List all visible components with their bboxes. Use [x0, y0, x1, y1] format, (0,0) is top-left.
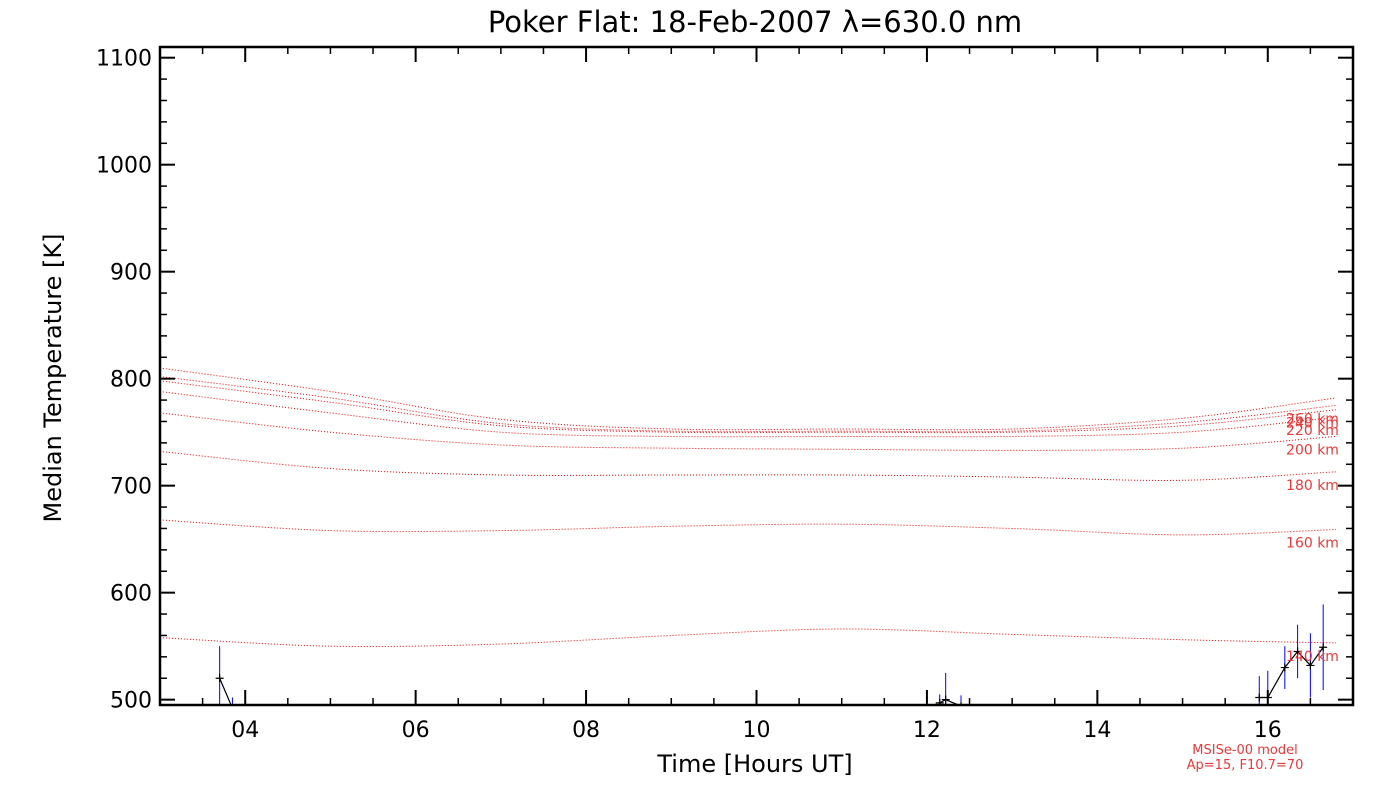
data-point-8 — [1293, 647, 1302, 656]
data-point-3 — [941, 695, 950, 704]
altitude-label-240-km: 240 km — [1286, 416, 1339, 432]
model-curve-260-km — [160, 376, 1337, 433]
data-segment-0 — [219, 678, 232, 705]
x-tick-label-5: 14 — [1083, 718, 1111, 743]
model-curves — [160, 367, 1337, 648]
data-point-0 — [215, 674, 224, 683]
model-curve-180-km — [160, 450, 1337, 481]
data-segment-3 — [945, 699, 961, 705]
altitude-label-140-km: 140 km — [1286, 649, 1339, 665]
x-axis-ticks: 04 06 08 10 12 14 16 — [201, 47, 1312, 743]
data-point-10 — [1319, 643, 1328, 652]
altitude-label-180-km: 180 km — [1286, 478, 1339, 494]
data-segment-7 — [1284, 651, 1299, 668]
data-point-2 — [935, 698, 944, 705]
x-tick-label-6: 16 — [1254, 718, 1282, 743]
model-note-line1: MSISe-00 model — [1192, 743, 1297, 758]
data-point-4 — [960, 702, 962, 705]
x-axis-label: Time [Hours UT] — [656, 750, 852, 778]
chart-title: Poker Flat: 18-Feb-2007 λ=630.0 nm — [488, 5, 1022, 39]
data-point-5 — [1255, 693, 1264, 702]
data-segment-6 — [1267, 667, 1286, 698]
model-curve-240-km — [160, 380, 1337, 434]
model-note-line2: Ap=15, F10.7=70 — [1187, 758, 1304, 773]
y-tick-label-0: 500 — [110, 689, 152, 714]
model-curve-160-km — [160, 519, 1337, 536]
x-tick-label-1: 06 — [402, 718, 430, 743]
model-curve-140-km — [160, 628, 1337, 648]
data-point-9 — [1306, 661, 1315, 670]
x-tick-label-3: 10 — [743, 718, 771, 743]
x-tick-label-4: 12 — [913, 718, 941, 743]
altitude-label-200-km: 200 km — [1286, 442, 1339, 458]
y-tick-label-5: 1000 — [96, 154, 152, 179]
data-segment-8 — [1297, 651, 1311, 666]
altitude-label-220-km: 220 km — [1286, 423, 1339, 439]
altitude-label-160-km: 160 km — [1286, 536, 1339, 552]
y-axis-label: Median Temperature [K] — [39, 233, 67, 522]
x-tick-label-2: 08 — [572, 718, 600, 743]
plot-frame — [158, 45, 1355, 707]
data-point-7 — [1280, 663, 1289, 672]
x-tick-label-0: 04 — [231, 718, 259, 743]
model-curve-200-km — [160, 412, 1337, 451]
y-tick-label-4: 900 — [110, 261, 152, 286]
y-tick-label-2: 700 — [110, 475, 152, 500]
model-curve-280-km — [160, 367, 1337, 431]
y-axis-ticks: 500 600 700 800 900 1000 1100 — [96, 47, 1353, 714]
y-tick-label-3: 800 — [110, 368, 152, 393]
altitude-label-260-km: 260 km — [1286, 411, 1339, 427]
y-tick-label-6: 1100 — [96, 47, 152, 72]
data-segment-9 — [1309, 646, 1324, 666]
y-tick-label-1: 600 — [110, 582, 152, 607]
measurement-series — [215, 604, 1328, 705]
